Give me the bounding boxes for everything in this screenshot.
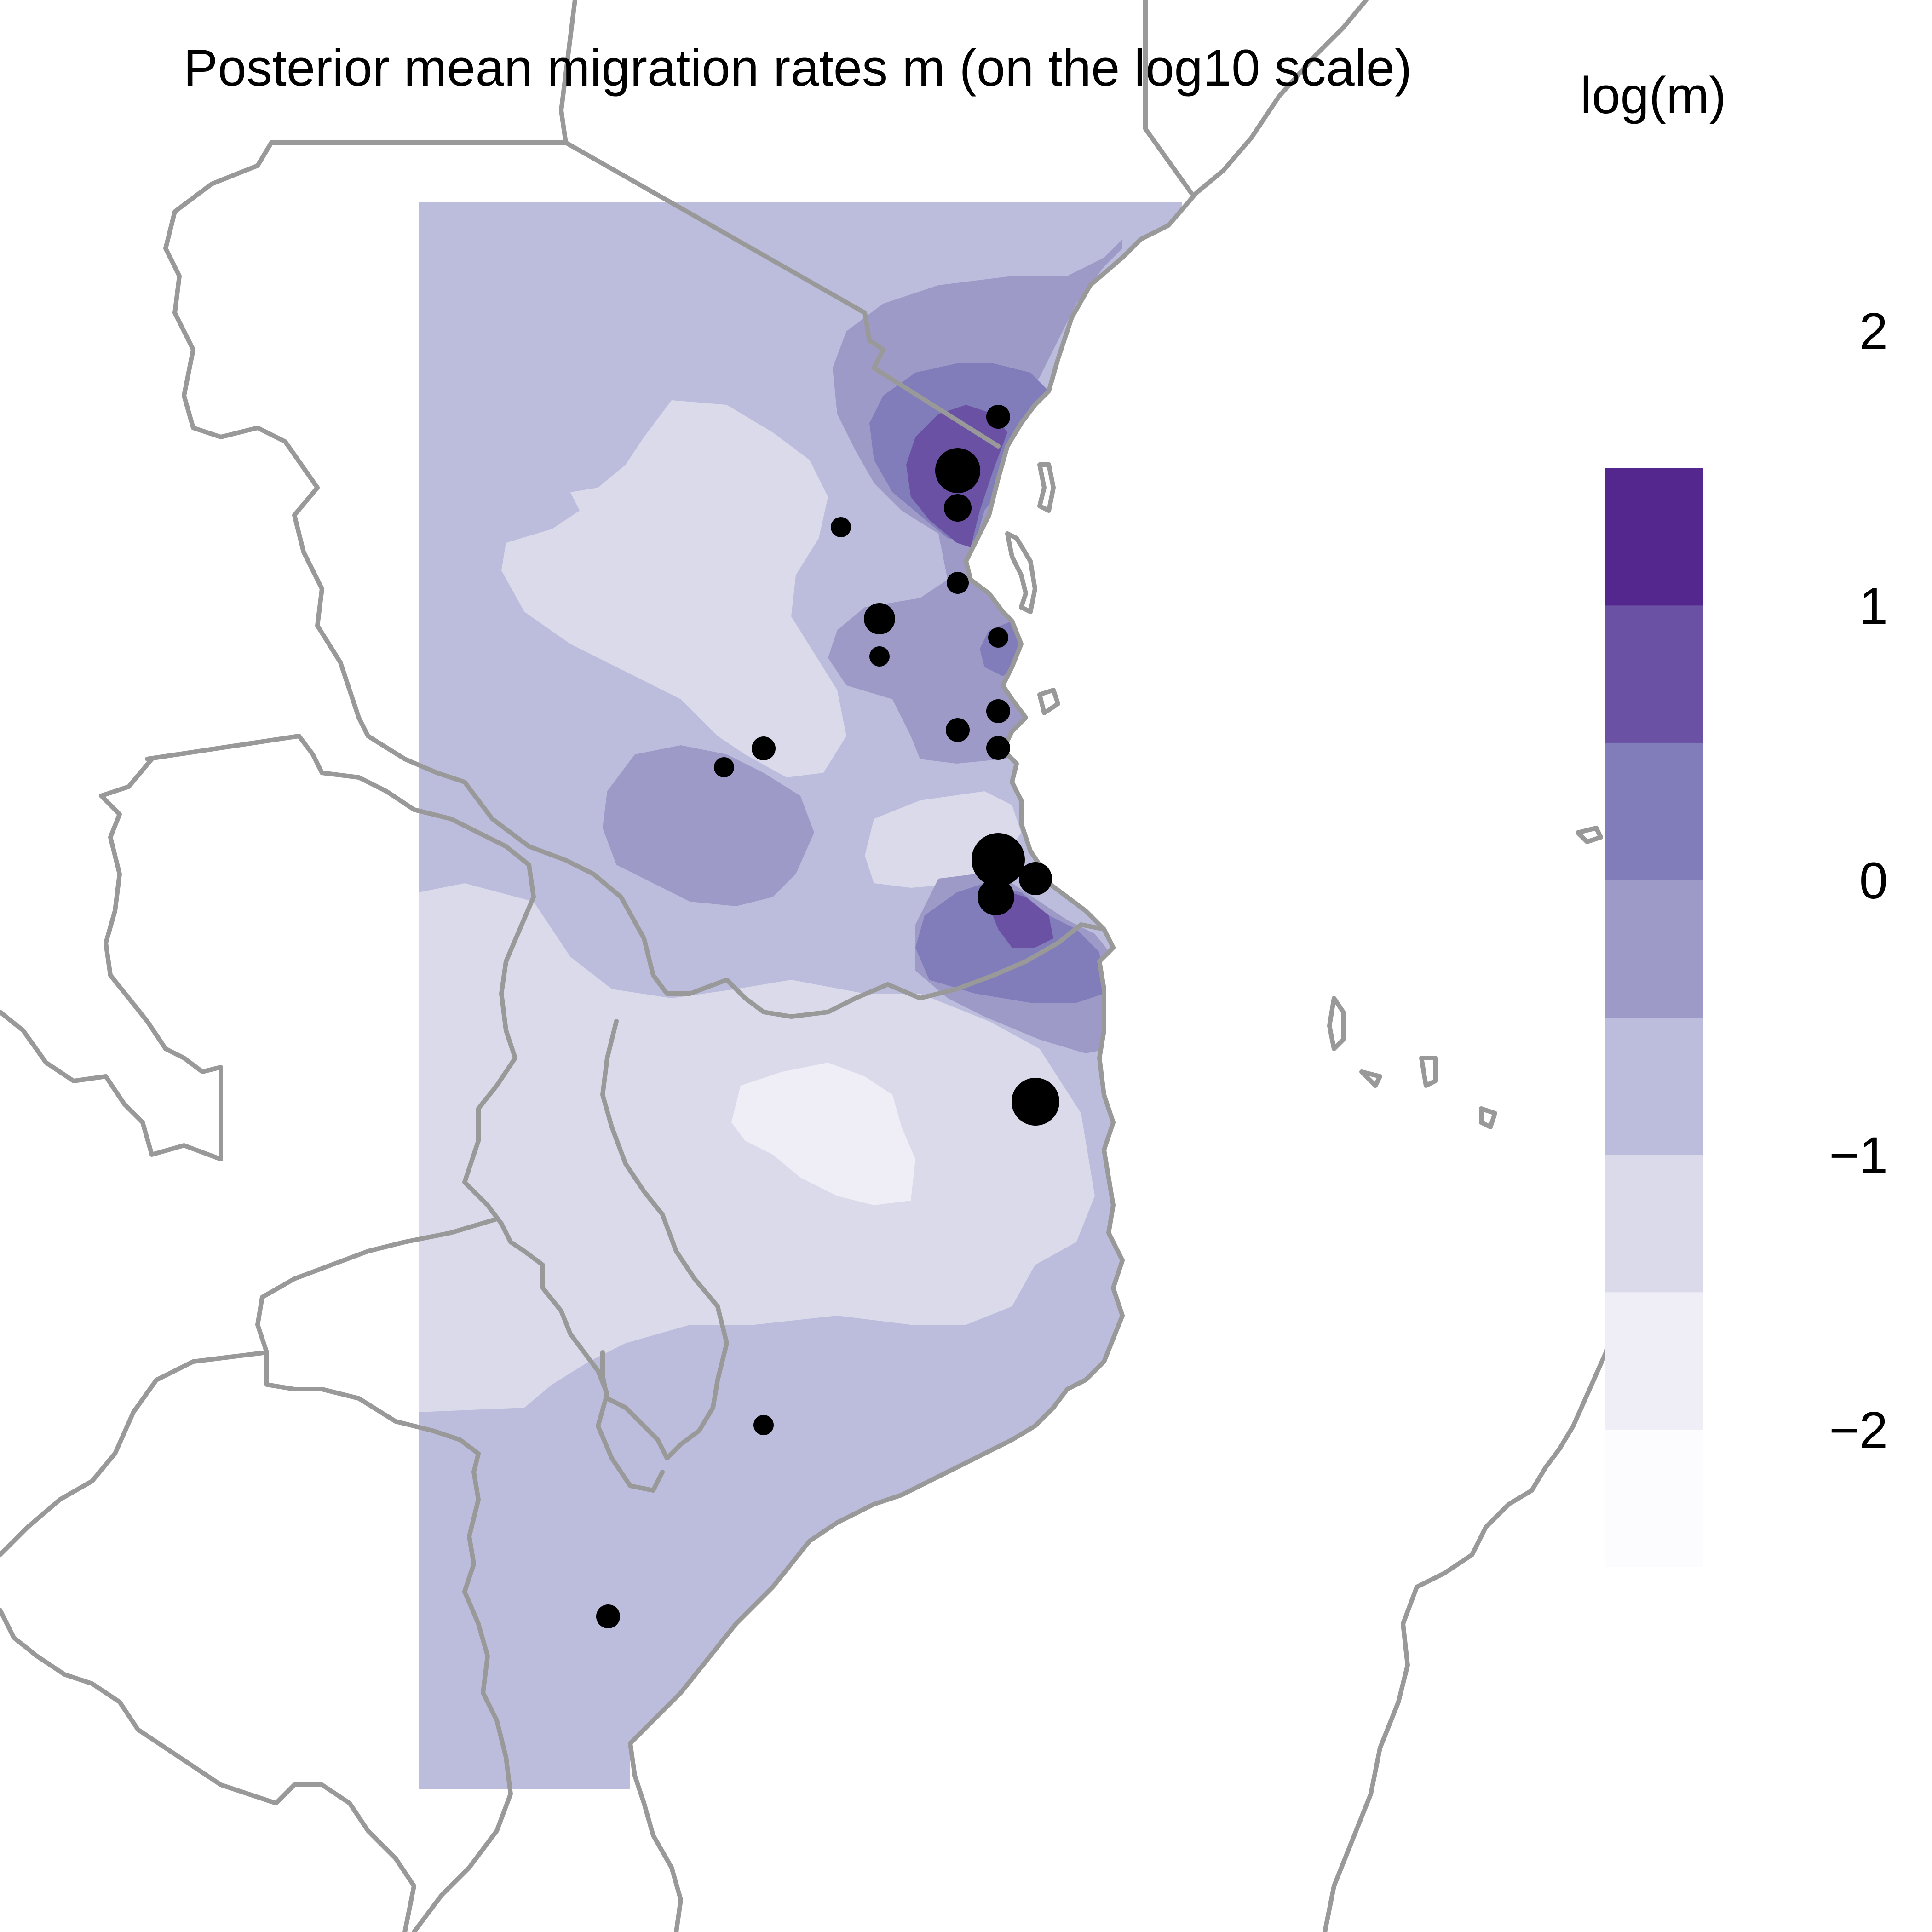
sample-point <box>869 646 890 667</box>
border-kenya-somalia <box>1143 0 1194 196</box>
sample-point <box>988 627 1008 648</box>
island-comoros-1 <box>1327 996 1346 1051</box>
sample-point <box>831 517 851 537</box>
border-uganda-west <box>163 140 1106 1019</box>
border-angola-zambia <box>145 734 665 1493</box>
sample-point <box>978 879 1014 915</box>
sample-point <box>753 1415 774 1435</box>
surface-low-band-north <box>501 400 846 777</box>
legend-tick-label: 0 <box>1859 852 1888 909</box>
border-botswana-zimbabwe <box>0 1608 416 1932</box>
sample-point <box>947 572 969 594</box>
migration-surface <box>419 202 1182 1789</box>
border-zambia-mozambique <box>255 1217 499 1474</box>
legend-color-bar <box>1605 468 1703 1567</box>
color-legend: log(m) 2 1 0 −1 −2 <box>1580 67 1888 1567</box>
surface-lowest-band <box>731 1063 915 1205</box>
border-drc-zambia <box>0 757 223 1162</box>
border-lake-victoria-north <box>269 0 577 145</box>
coastline-east-africa <box>628 0 1368 1932</box>
country-borders <box>0 0 1612 1932</box>
island-pemba <box>1037 462 1056 513</box>
legend-color-bin <box>1605 1017 1703 1155</box>
surface-mid-band-west <box>603 745 814 906</box>
legend-color-bin <box>1605 1155 1703 1293</box>
sample-point <box>1012 1078 1059 1126</box>
legend-title: log(m) <box>1580 67 1726 124</box>
sample-point <box>944 494 972 522</box>
island-comoros-2 <box>1359 1070 1382 1088</box>
sample-point <box>1019 862 1052 895</box>
sample-point <box>946 718 970 742</box>
sample-point <box>972 833 1025 886</box>
sample-point <box>986 699 1010 723</box>
legend-tick-label: 2 <box>1859 303 1888 360</box>
legend-color-bin <box>1605 605 1703 743</box>
legend-tick-label: −2 <box>1829 1401 1888 1459</box>
sample-point <box>986 736 1010 760</box>
sample-point <box>596 1604 620 1628</box>
border-lake-malawi <box>600 1019 729 1460</box>
island-comoros-3 <box>1419 1056 1438 1088</box>
sample-point <box>752 736 776 760</box>
island-comoros-4 <box>1479 1106 1497 1129</box>
legend-tick-label: −1 <box>1829 1127 1888 1184</box>
sample-points <box>596 405 1059 1628</box>
border-angola-namibia <box>0 1350 269 1557</box>
border-zimbabwe-mozambique <box>412 1470 513 1932</box>
figure-title: Posterior mean migration rates m (on the… <box>184 39 1412 97</box>
sample-point <box>935 448 980 493</box>
sample-point <box>986 405 1010 429</box>
sample-point <box>714 757 734 777</box>
legend-color-bin <box>1605 880 1703 1018</box>
ocean-mask <box>630 209 1182 1789</box>
island-seychelles <box>1576 826 1603 844</box>
legend-tick-label: 1 <box>1859 577 1888 635</box>
legend-color-bin <box>1605 468 1703 606</box>
sample-point <box>864 603 895 634</box>
border-madagascar <box>1322 1341 1612 1932</box>
border-kenya-tanzania <box>564 140 1000 448</box>
legend-color-bin <box>1605 1429 1703 1567</box>
legend-color-bin <box>1605 742 1703 880</box>
legend-color-bin <box>1605 1292 1703 1430</box>
surface-low-band-south <box>419 883 1095 1412</box>
legend-tick-labels: 2 1 0 −1 −2 <box>1829 303 1888 1459</box>
island-zanzibar <box>1005 531 1037 614</box>
island-mafia <box>1037 688 1060 715</box>
